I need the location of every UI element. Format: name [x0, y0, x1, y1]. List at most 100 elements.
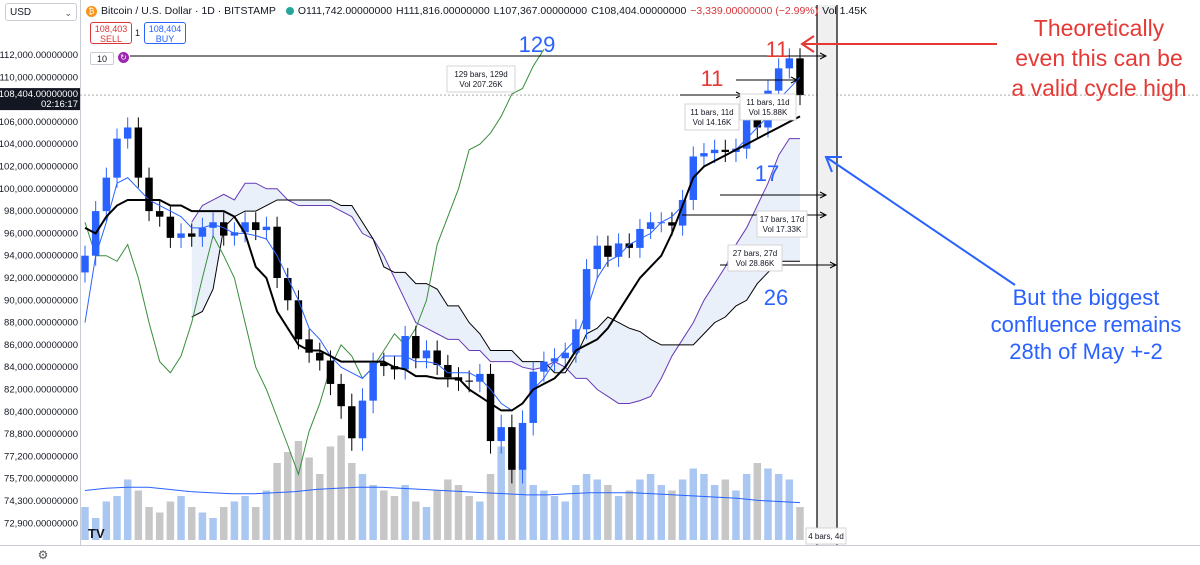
zoom-level[interactable]: 10	[90, 52, 114, 65]
currency-selector[interactable]: USD ⌄	[5, 3, 77, 21]
measure-129-box-text: Vol 207.26K	[459, 80, 503, 89]
y-tick-label: 78,800.00000000	[4, 429, 78, 440]
volume-bar	[155, 512, 164, 540]
buy-label: BUY	[155, 34, 175, 44]
candle-body	[422, 350, 431, 359]
candle-body	[369, 362, 377, 401]
annotation-blue-text: But the biggest	[1013, 285, 1160, 310]
candle-body	[561, 352, 569, 359]
refresh-icon[interactable]: ↻	[118, 52, 129, 63]
label-129: 129	[519, 32, 556, 57]
volume-ma-line	[84, 486, 801, 504]
candle-body	[444, 364, 452, 378]
y-tick-label: 77,200.00000000	[4, 451, 78, 462]
y-tick-label: 82,000.00000000	[4, 385, 78, 396]
gear-icon[interactable]: ⚙	[37, 548, 49, 562]
volume-bar	[742, 474, 751, 540]
candle-body	[550, 358, 559, 362]
volume-bar	[166, 501, 175, 540]
measure-17a-arrow-head	[819, 191, 828, 199]
volume-bar	[550, 496, 559, 540]
annotation-blue-arrow	[825, 156, 1016, 286]
volume-bar	[764, 468, 772, 540]
candle-body	[230, 232, 239, 236]
candle-body	[198, 227, 207, 237]
label-17: 17	[755, 161, 779, 186]
price-label-bg	[0, 88, 80, 111]
symbol-title[interactable]: Bitcoin / U.S. Dollar · 1D · BITSTAMP	[101, 5, 276, 17]
y-tick-label: 106,000.00000000	[0, 117, 78, 128]
time-axis-bar[interactable]: ⚙	[0, 545, 1200, 565]
measure-27-box-text: Vol 28.86K	[736, 259, 775, 268]
candle-body	[134, 127, 143, 178]
candle-body	[497, 427, 505, 442]
volume-bar	[593, 479, 601, 540]
candle-body	[294, 300, 303, 340]
y-tick-label: 94,000.00000000	[4, 251, 78, 262]
volume-bar	[412, 501, 420, 540]
measure-4-box: 4 bars, 4d	[805, 527, 847, 545]
candle-body	[785, 58, 794, 69]
y-tick-label: 104,000.00000000	[0, 139, 78, 150]
market-status-icon	[285, 7, 294, 15]
y-tick-label: 72,900.00000000	[4, 518, 78, 529]
volume-bar	[625, 490, 633, 540]
volume-bar	[582, 474, 591, 540]
volume-bar	[657, 485, 666, 540]
volume-bar	[465, 496, 473, 540]
volume-bar	[476, 501, 484, 540]
buy-button[interactable]: 108,404 BUY	[144, 22, 186, 44]
volume-bar	[444, 479, 452, 540]
candle-body	[177, 233, 185, 238]
spread-value: 1	[135, 28, 141, 38]
candle-body	[529, 371, 537, 423]
y-tick-label: 75,700.00000000	[4, 474, 78, 485]
volume-bar	[123, 479, 132, 540]
span-b-line	[191, 199, 800, 374]
measure-11b-box-bg	[739, 93, 797, 121]
price-label-value: 108,404.00000000	[0, 89, 78, 100]
buy-price: 108,404	[148, 24, 182, 34]
measure-11a-box-bg	[684, 103, 740, 131]
label-26: 26	[764, 285, 788, 310]
volume-bar	[316, 474, 324, 540]
volume-bar	[785, 479, 794, 540]
symbol-legend: ₿ Bitcoin / U.S. Dollar · 1D · BITSTAMP …	[86, 3, 867, 19]
volume-bar	[380, 490, 388, 540]
measure-11a-box-text: 11 bars, 11d	[690, 108, 733, 117]
measure-4-box-text: 4 bars, 4d	[808, 532, 844, 541]
volume-series	[81, 435, 804, 540]
kijun-line	[84, 115, 801, 412]
volume-bar	[134, 490, 143, 540]
candle-body	[518, 422, 527, 470]
candle-body	[465, 380, 473, 382]
measure-11b-arrow-head	[790, 76, 799, 84]
candle-body	[209, 222, 217, 228]
candle-body	[668, 222, 676, 226]
measure-129-box-text: 129 bars, 129d	[454, 70, 507, 79]
ohlc-low: L107,367.00000000	[493, 5, 588, 17]
y-tick-label: 84,000.00000000	[4, 362, 78, 373]
measure-11a-box-text: Vol 14.16K	[693, 118, 732, 127]
sell-button[interactable]: 108,403 SELL	[90, 22, 132, 44]
volume-bar	[433, 490, 441, 540]
y-tick-label: 112,000.00000000	[0, 50, 78, 61]
annotation-red-arrow-head	[800, 35, 815, 53]
measure-11b-box-text: 11 bars, 11d	[746, 98, 789, 107]
volume-bar	[252, 507, 260, 540]
candle-body	[700, 153, 708, 157]
volume-bar	[230, 501, 239, 540]
volume-bar	[540, 490, 548, 540]
measure-27-box-text: 27 bars, 27d	[733, 249, 777, 258]
volume-bar	[305, 457, 313, 540]
volume-bar	[187, 507, 196, 540]
price-chart[interactable]: 112,000.00000000110,000.00000000108,000.…	[0, 0, 1200, 545]
candle-body	[796, 58, 804, 96]
annotation-blue-text: 28th of May +-2	[1009, 339, 1162, 364]
volume-bar	[604, 485, 612, 540]
ohlc-volume: Vol 1.45K	[822, 5, 868, 17]
